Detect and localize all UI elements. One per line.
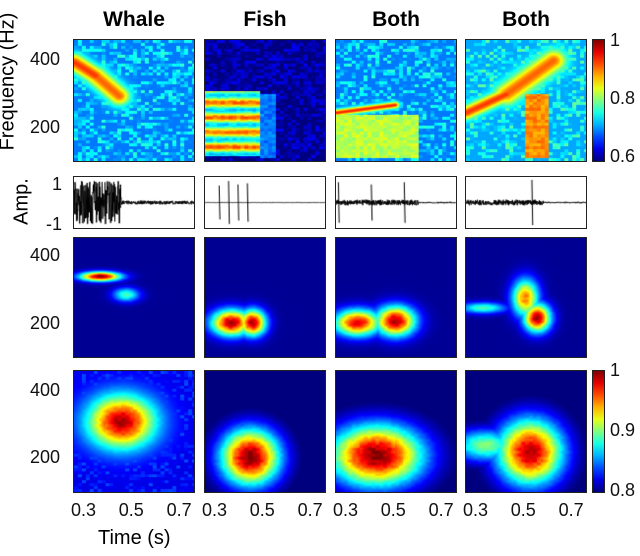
column-title-fish: Fish xyxy=(243,8,287,31)
colorbar-top-tick: 1 xyxy=(610,30,621,50)
freq-tick-400: 400 xyxy=(30,49,61,69)
spectrogram-panel-3 xyxy=(335,39,457,162)
spectrogram-panel-2 xyxy=(204,39,326,162)
x-axis-label: Time (s) xyxy=(98,527,171,549)
time-tick: 0.5 xyxy=(380,500,406,520)
time-tick: 0.5 xyxy=(118,500,144,520)
colorbar-bottom-tick: 0.8 xyxy=(610,480,636,500)
time-tick: 0.3 xyxy=(462,500,488,520)
amplitude-panel-2 xyxy=(204,176,326,229)
model-b-panel-3 xyxy=(335,370,457,493)
colorbar-bottom xyxy=(592,370,605,493)
freq-tick-400: 400 xyxy=(30,245,61,265)
freq-tick-200: 200 xyxy=(30,447,61,467)
amplitude-panel-1 xyxy=(73,176,195,229)
spectrogram-panel-4 xyxy=(465,39,587,162)
time-tick: 0.3 xyxy=(70,500,96,520)
freq-tick-400: 400 xyxy=(30,380,61,400)
amp-tick-1: 1 xyxy=(52,174,63,194)
colorbar-bottom-tick: 0.9 xyxy=(610,420,636,440)
time-tick: 0.3 xyxy=(201,500,227,520)
time-tick: 0.7 xyxy=(428,500,454,520)
amplitude-panel-4 xyxy=(465,176,587,229)
model-b-panel-2 xyxy=(204,370,326,493)
freq-tick-200: 200 xyxy=(30,313,61,333)
colorbar-top-tick: 0.8 xyxy=(610,88,636,108)
colorbar-top xyxy=(592,39,605,162)
freq-tick-200: 200 xyxy=(30,117,61,137)
colorbar-bottom-tick: 1 xyxy=(610,360,621,380)
time-tick: 0.5 xyxy=(249,500,275,520)
time-tick: 0.7 xyxy=(297,500,323,520)
model-b-panel-1 xyxy=(73,370,195,493)
model-a-panel-2 xyxy=(204,237,326,358)
time-tick: 0.7 xyxy=(558,500,584,520)
colorbar-top-tick: 0.6 xyxy=(610,146,636,166)
amplitude-panel-3 xyxy=(335,176,457,229)
spectrogram-panel-1 xyxy=(73,39,195,162)
amp-axis-label: Amp. xyxy=(10,178,33,225)
column-title-whale: Whale xyxy=(103,8,165,31)
model-a-panel-3 xyxy=(335,237,457,358)
column-title-both-1: Both xyxy=(372,8,420,31)
y-axis-label: Frequency (Hz) xyxy=(0,12,19,151)
model-b-panel-4 xyxy=(465,370,587,493)
column-title-both-2: Both xyxy=(502,8,550,31)
time-tick: 0.5 xyxy=(510,500,536,520)
time-tick: 0.3 xyxy=(332,500,358,520)
model-a-panel-4 xyxy=(465,237,587,358)
amp-tick-minus1: -1 xyxy=(46,214,63,234)
time-tick: 0.7 xyxy=(166,500,192,520)
model-a-panel-1 xyxy=(73,237,195,358)
